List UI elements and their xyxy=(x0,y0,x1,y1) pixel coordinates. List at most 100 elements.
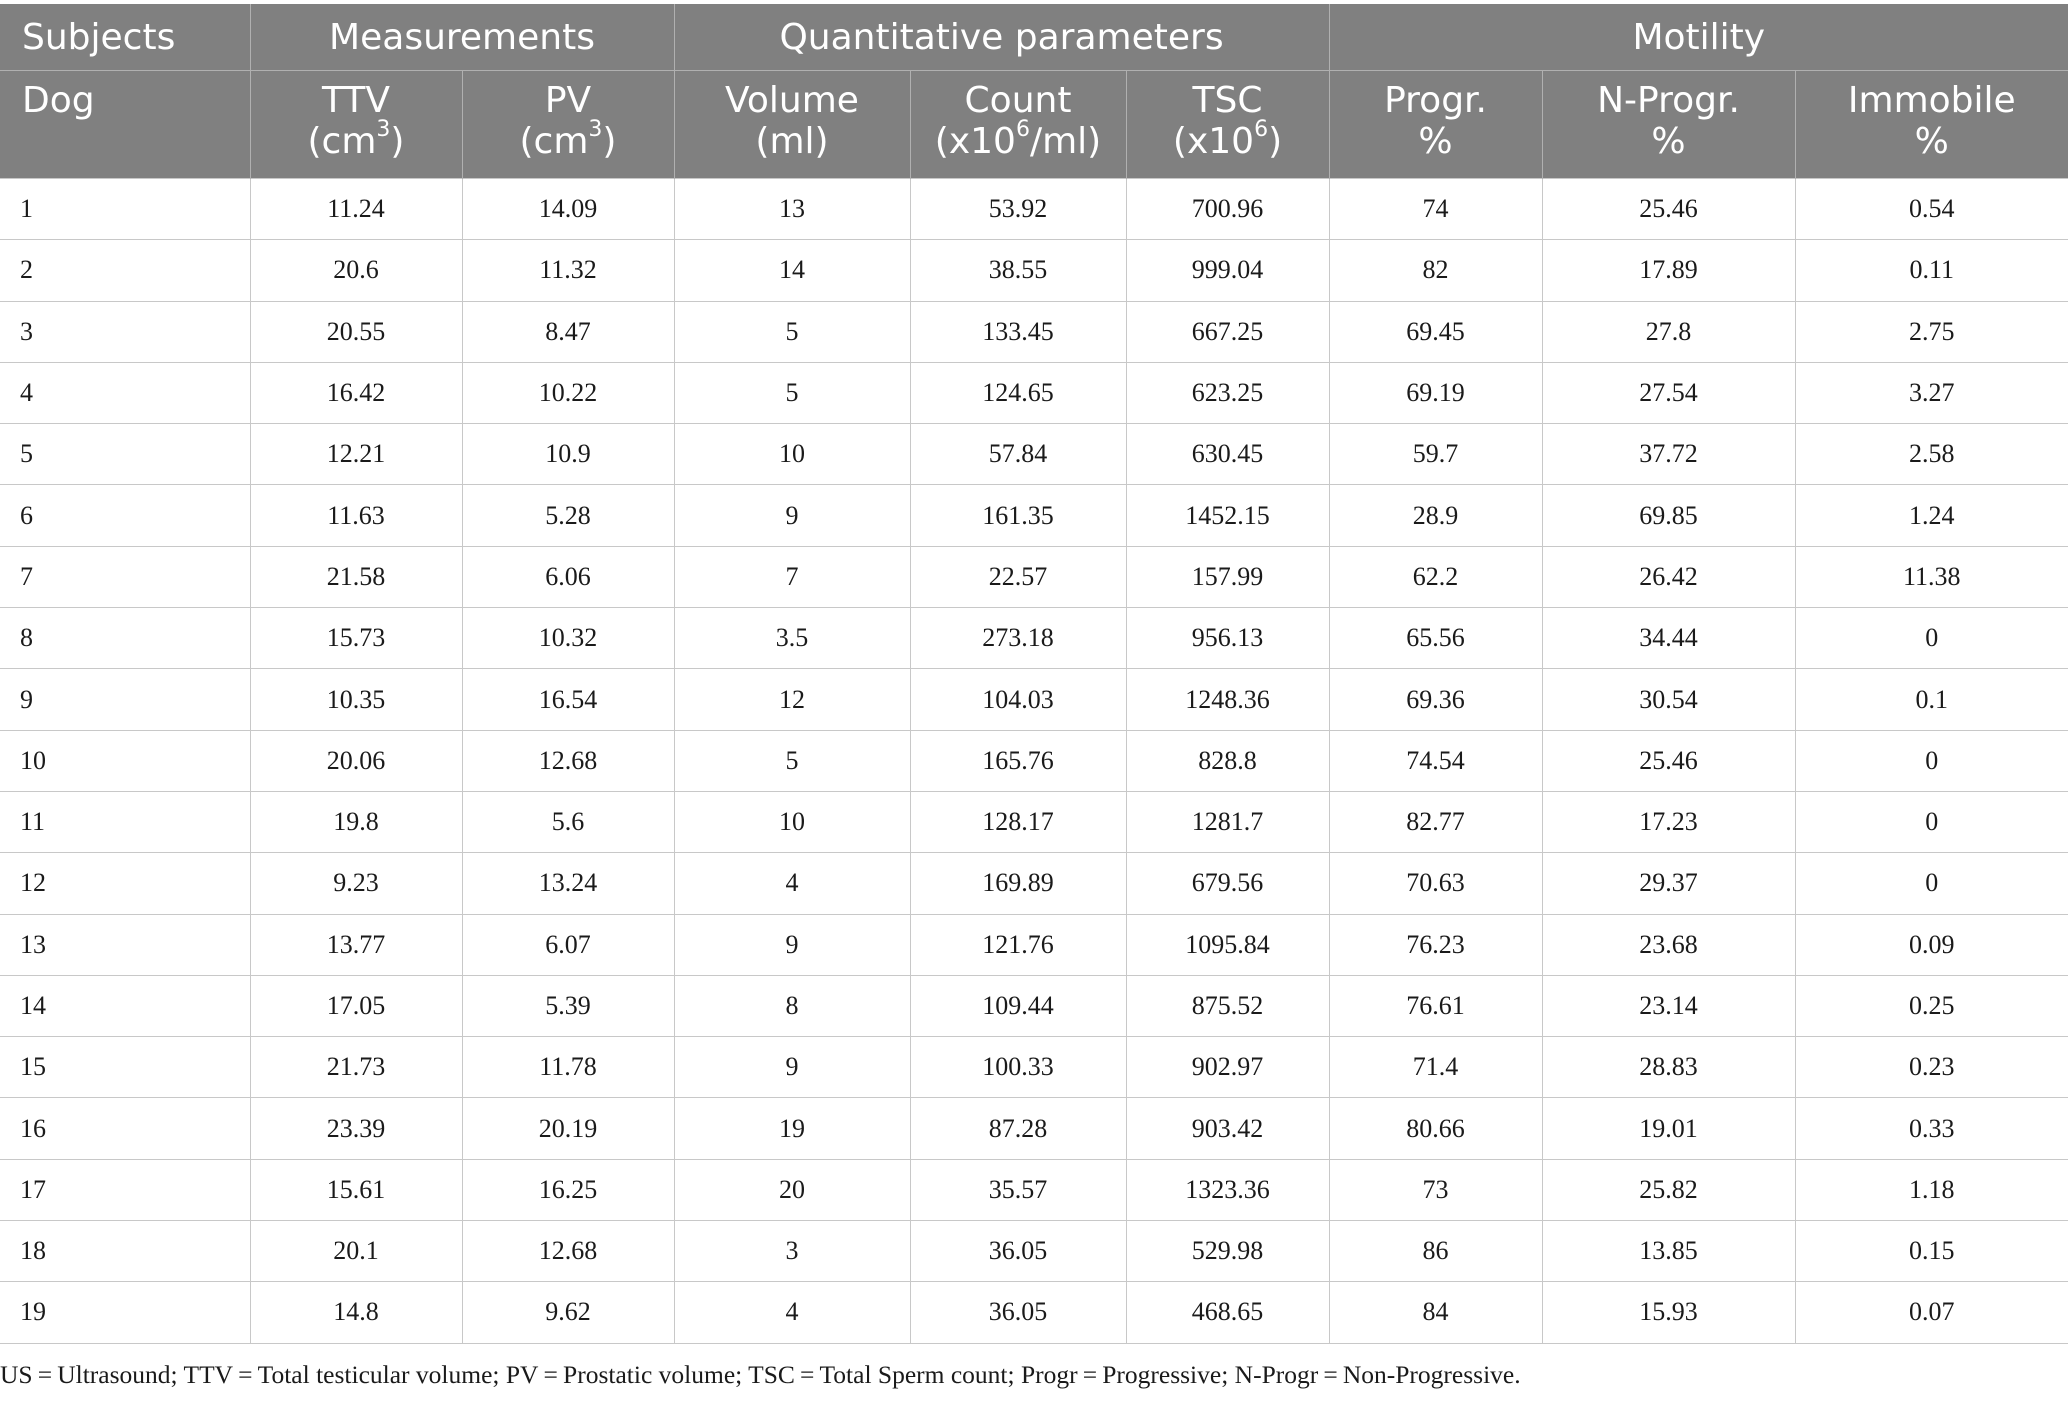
value-cell: 14 xyxy=(673,239,911,302)
table-row: 5 12.21 10.9 10 57.84 630.45 59.7 37.72 2.58 xyxy=(0,423,2068,486)
value-cell: 8 xyxy=(673,974,911,1038)
column-name: Count xyxy=(964,80,1072,121)
column-name: TTV xyxy=(322,80,390,121)
value-cell: 17.05 xyxy=(249,974,463,1038)
column-unit: (cm3) xyxy=(463,119,674,163)
value-cell: 25.46 xyxy=(1541,729,1796,792)
value-cell: 1095.84 xyxy=(1125,913,1330,976)
value-cell: 0.33 xyxy=(1794,1097,2068,1160)
column-header-progr: Progr.% xyxy=(1328,70,1543,179)
unit-exponent: 3 xyxy=(588,117,603,142)
table-body: 1 11.24 14.09 13 53.92 700.96 74 25.46 0.54 2 20.6… xyxy=(0,177,2068,1344)
column-unit: (ml) xyxy=(675,121,910,162)
value-cell: 20.1 xyxy=(249,1220,463,1283)
value-cell: 69.19 xyxy=(1328,361,1543,425)
dog-id-cell: 9 xyxy=(0,668,251,731)
value-cell: 20.06 xyxy=(249,729,463,792)
value-cell: 20 xyxy=(673,1158,911,1222)
value-cell: 13.77 xyxy=(249,913,463,976)
table-row: 18 20.1 12.68 3 36.05 529.98 86 13.85 0.15 xyxy=(0,1220,2068,1283)
value-cell: 2.58 xyxy=(1794,423,2068,486)
value-cell: 10 xyxy=(673,790,911,854)
value-cell: 8.47 xyxy=(461,300,675,363)
value-cell: 80.66 xyxy=(1328,1097,1543,1160)
table-footnote: US = Ultrasound; TTV = Total testicular … xyxy=(0,1360,1521,1389)
value-cell: 7 xyxy=(673,545,911,609)
value-cell: 69.36 xyxy=(1328,668,1543,731)
value-cell: 4 xyxy=(673,1281,911,1344)
value-cell: 59.7 xyxy=(1328,423,1543,486)
value-cell: 19 xyxy=(673,1097,911,1160)
value-cell: 104.03 xyxy=(909,668,1127,731)
value-cell: 82.77 xyxy=(1328,790,1543,854)
value-cell: 124.65 xyxy=(909,361,1127,425)
value-cell: 14.09 xyxy=(461,177,675,241)
column-header-volume: Volume (ml) xyxy=(673,70,911,179)
value-cell: 15.73 xyxy=(249,607,463,670)
value-cell: 0.54 xyxy=(1794,177,2068,241)
value-cell: 82 xyxy=(1328,239,1543,302)
column-header-count: Count (x106/ml) xyxy=(909,70,1127,179)
value-cell: 0.09 xyxy=(1794,913,2068,976)
dog-id-cell: 5 xyxy=(0,423,251,486)
unit-text: (cm xyxy=(519,121,589,162)
value-cell: 70.63 xyxy=(1328,852,1543,915)
value-cell: 15.61 xyxy=(249,1158,463,1222)
value-cell: 1.24 xyxy=(1794,484,2068,547)
column-name: Progr. xyxy=(1384,80,1487,121)
value-cell: 23.14 xyxy=(1541,974,1796,1038)
value-cell: 34.44 xyxy=(1541,607,1796,670)
dog-id-cell: 8 xyxy=(0,607,251,670)
value-cell: 6.07 xyxy=(461,913,675,976)
value-cell: 71.4 xyxy=(1328,1036,1543,1099)
value-cell: 10.32 xyxy=(461,607,675,670)
value-cell: 5 xyxy=(673,300,911,363)
column-unit: % xyxy=(1796,121,2068,162)
table-row: 19 14.8 9.62 4 36.05 468.65 84 15.93 0.07 xyxy=(0,1281,2068,1344)
dog-id-cell: 3 xyxy=(0,300,251,363)
value-cell: 109.44 xyxy=(909,974,1127,1038)
value-cell: 29.37 xyxy=(1541,852,1796,915)
column-unit: (x106) xyxy=(1127,119,1329,163)
value-cell: 9.62 xyxy=(461,1281,675,1344)
table-row: 2 20.6 11.32 14 38.55 999.04 82 17.89 0.11 xyxy=(0,239,2068,302)
value-cell: 1.18 xyxy=(1794,1158,2068,1222)
value-cell: 623.25 xyxy=(1125,361,1330,425)
dog-id-cell: 10 xyxy=(0,729,251,792)
table-row: 15 21.73 11.78 9 100.33 902.97 71.4 28.83 0.23 xyxy=(0,1036,2068,1099)
value-cell: 20.6 xyxy=(249,239,463,302)
value-cell: 1323.36 xyxy=(1125,1158,1330,1222)
unit-text: (cm xyxy=(307,121,377,162)
value-cell: 73 xyxy=(1328,1158,1543,1222)
value-cell: 11.63 xyxy=(249,484,463,547)
value-cell: 11.38 xyxy=(1794,545,2068,609)
value-cell: 30.54 xyxy=(1541,668,1796,731)
value-cell: 9 xyxy=(673,484,911,547)
column-header-pv: PV (cm3) xyxy=(461,70,675,179)
value-cell: 74 xyxy=(1328,177,1543,241)
value-cell: 12.68 xyxy=(461,729,675,792)
value-cell: 1452.15 xyxy=(1125,484,1330,547)
value-cell: 0 xyxy=(1794,790,2068,854)
value-cell: 5.39 xyxy=(461,974,675,1038)
value-cell: 13.24 xyxy=(461,852,675,915)
unit-text: % xyxy=(1418,121,1453,162)
column-unit: (cm3) xyxy=(251,119,462,163)
value-cell: 62.2 xyxy=(1328,545,1543,609)
value-cell: 902.97 xyxy=(1125,1036,1330,1099)
column-header-tsc: TSC (x106) xyxy=(1125,70,1330,179)
value-cell: 23.68 xyxy=(1541,913,1796,976)
value-cell: 679.56 xyxy=(1125,852,1330,915)
unit-text: (x10 xyxy=(1172,121,1255,162)
column-unit: (x106/ml) xyxy=(911,119,1126,163)
value-cell: 38.55 xyxy=(909,239,1127,302)
value-cell: 65.56 xyxy=(1328,607,1543,670)
value-cell: 11.24 xyxy=(249,177,463,241)
value-cell: 19.01 xyxy=(1541,1097,1796,1160)
value-cell: 169.89 xyxy=(909,852,1127,915)
unit-text: ) xyxy=(390,121,405,162)
value-cell: 14.8 xyxy=(249,1281,463,1344)
value-cell: 37.72 xyxy=(1541,423,1796,486)
table-row: 13 13.77 6.07 9 121.76 1095.84 76.23 23.68 0.09 xyxy=(0,913,2068,976)
value-cell: 10.22 xyxy=(461,361,675,425)
